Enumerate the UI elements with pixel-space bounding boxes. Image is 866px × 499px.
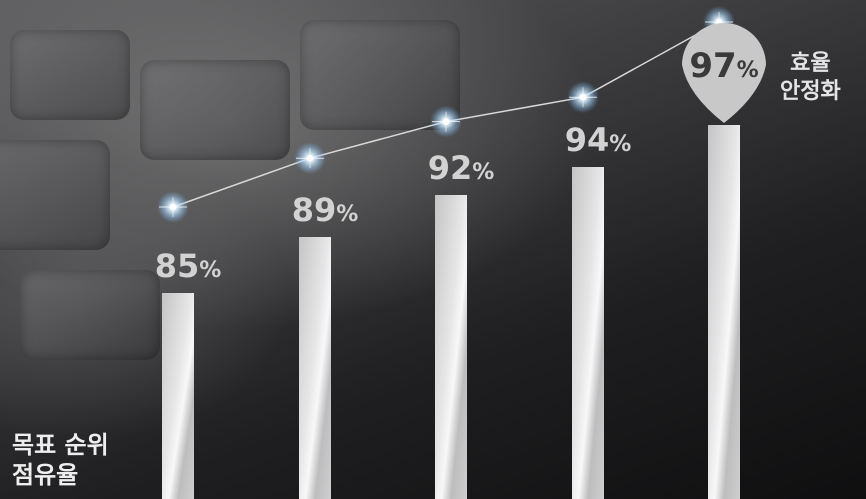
trend-point bbox=[157, 191, 189, 223]
bar-value-label: 89% bbox=[292, 191, 359, 229]
bar bbox=[572, 167, 604, 499]
annotation-line: 점유율 bbox=[12, 461, 79, 489]
bar bbox=[162, 293, 194, 499]
bar-value-label: 97% bbox=[689, 46, 758, 86]
annotation-line: 안정화 bbox=[780, 78, 841, 104]
bar bbox=[299, 237, 331, 499]
trend-point bbox=[567, 81, 599, 114]
annotation-line: 효율 bbox=[790, 51, 831, 76]
bar-value-label: 85% bbox=[155, 247, 222, 285]
bar bbox=[708, 125, 740, 499]
points-layer bbox=[157, 6, 735, 223]
bar bbox=[435, 195, 467, 499]
bar-value-label: 92% bbox=[428, 149, 495, 187]
highlight-badge: 97% bbox=[682, 23, 766, 123]
trend-point bbox=[294, 142, 326, 175]
annotation-line: 목표 순위 bbox=[12, 431, 109, 459]
keyboard-key-backdrop bbox=[300, 20, 460, 130]
top-right-annotation: 효율 안정화 bbox=[780, 50, 841, 105]
highlight-badge-layer: 97% bbox=[682, 23, 766, 123]
keyboard-key-backdrop bbox=[10, 30, 130, 120]
trend-point bbox=[430, 105, 462, 138]
bars-layer bbox=[162, 125, 740, 499]
keyboard-key-backdrop bbox=[20, 270, 160, 360]
bottom-left-annotation: 목표 순위 점유율 bbox=[12, 430, 109, 490]
bar-value-label: 94% bbox=[565, 121, 632, 159]
keyboard-key-backdrop bbox=[0, 140, 110, 250]
keyboard-key-backdrop bbox=[140, 60, 290, 160]
value-labels-layer: 85% 89% 92% 94% bbox=[155, 121, 632, 285]
